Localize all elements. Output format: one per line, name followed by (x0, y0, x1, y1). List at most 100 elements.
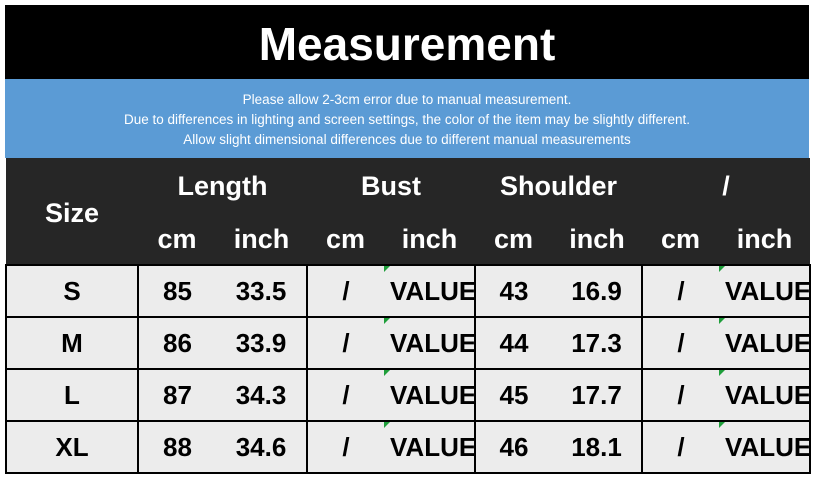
cell-x-in: VALUE (719, 368, 812, 422)
cell-bust-cm: / (306, 264, 385, 318)
cell-text: 45 (499, 379, 529, 410)
page-title: Measurement (5, 5, 809, 79)
cell-size: XL (5, 420, 139, 474)
cell-text: / (342, 379, 350, 410)
cell-text: S (63, 275, 81, 306)
cell-text: 18.1 (571, 431, 622, 462)
cell-shoulder-in: 18.1 (552, 420, 644, 474)
cell-bust-in: VALUE (384, 420, 477, 474)
cell-size: S (5, 264, 139, 318)
cell-size: L (5, 368, 139, 422)
header-inch: inch (384, 214, 476, 265)
cell-text: 88 (163, 431, 192, 462)
header-inch: inch (552, 214, 643, 265)
cell-shoulder-cm: 45 (474, 368, 553, 422)
cell-text: 87 (163, 379, 192, 410)
cell-text: 17.3 (571, 327, 622, 358)
cell-length-cm: 88 (137, 420, 216, 474)
table-row: L 87 34.3 / VALUE 45 17.7 / VALUE (5, 368, 812, 422)
table-row: XL 88 34.6 / VALUE 46 18.1 / VALUE (5, 420, 812, 474)
cell-text: / (677, 379, 685, 410)
header-shoulder: Shoulder (475, 158, 643, 214)
cell-text: L (64, 379, 80, 410)
cell-text: VALUE (390, 431, 476, 462)
comment-marker-icon (719, 319, 726, 324)
header-inch: inch (216, 214, 308, 265)
cell-text: M (61, 327, 83, 358)
comment-marker-icon (384, 319, 391, 324)
cell-text: 46 (499, 431, 529, 462)
cell-x-in: VALUE (719, 420, 812, 474)
cell-text: / (677, 431, 685, 462)
cell-text: 33.5 (235, 275, 287, 306)
notes-banner: Please allow 2-3cm error due to manual m… (5, 79, 809, 158)
cell-text: XL (55, 431, 89, 462)
cell-text: 43 (499, 275, 529, 306)
cell-length-in: 34.3 (216, 368, 309, 422)
cell-length-cm: 85 (137, 264, 216, 318)
header-cm: cm (307, 214, 385, 265)
comment-marker-icon (384, 267, 391, 272)
cell-bust-in: VALUE (384, 316, 477, 370)
cell-bust-in: VALUE (384, 264, 477, 318)
note-line: Due to differences in lighting and scree… (123, 112, 691, 127)
cell-text: / (677, 327, 685, 358)
note-line: Allow slight dimensional differences due… (183, 132, 631, 147)
cell-length-in: 34.6 (216, 420, 309, 474)
cell-size: M (5, 316, 139, 370)
cell-shoulder-in: 17.7 (552, 368, 644, 422)
table-row: M 86 33.9 / VALUE 44 17.3 / VALUE (5, 316, 812, 370)
header-bust: Bust (307, 158, 476, 214)
comment-marker-icon (719, 371, 726, 376)
cell-length-in: 33.5 (216, 264, 309, 318)
cell-shoulder-in: 16.9 (552, 264, 644, 318)
cell-text: VALUE (390, 275, 476, 306)
cell-bust-cm: / (306, 316, 385, 370)
header-cm: cm (642, 214, 720, 265)
cell-x-cm: / (641, 368, 720, 422)
comment-marker-icon (719, 423, 726, 428)
cell-text: VALUE (390, 327, 476, 358)
cell-text: 17.7 (571, 379, 622, 410)
cell-text: / (342, 431, 350, 462)
cell-text: VALUE (725, 379, 811, 410)
header-inch: inch (719, 214, 811, 265)
cell-text: 85 (163, 275, 192, 306)
header-cm: cm (475, 214, 553, 265)
cell-length-in: 33.9 (216, 316, 309, 370)
cell-x-cm: / (641, 420, 720, 474)
size-table: Size Length Bust Shoulder / cm inch cm i… (5, 158, 812, 474)
cell-length-cm: 87 (137, 368, 216, 422)
cell-bust-cm: / (306, 368, 385, 422)
cell-shoulder-in: 17.3 (552, 316, 644, 370)
cell-text: 33.9 (235, 327, 287, 358)
cell-bust-cm: / (306, 420, 385, 474)
cell-shoulder-cm: 43 (474, 264, 553, 318)
cell-text: VALUE (725, 431, 811, 462)
cell-x-in: VALUE (719, 316, 812, 370)
cell-text: VALUE (390, 379, 476, 410)
cell-length-cm: 86 (137, 316, 216, 370)
cell-text: 86 (163, 327, 192, 358)
note-line: Please allow 2-3cm error due to manual m… (242, 92, 572, 107)
cell-text: / (677, 275, 685, 306)
cell-bust-in: VALUE (384, 368, 477, 422)
cell-shoulder-cm: 44 (474, 316, 553, 370)
cell-text: / (342, 327, 350, 358)
cell-text: 34.6 (235, 431, 287, 462)
cell-text: VALUE (725, 327, 811, 358)
comment-marker-icon (384, 423, 391, 428)
comment-marker-icon (384, 371, 391, 376)
header-size: Size (6, 158, 138, 265)
cell-text: 34.3 (235, 379, 287, 410)
comment-marker-icon (719, 267, 726, 272)
cell-x-cm: / (641, 316, 720, 370)
table-row: S 85 33.5 / VALUE 43 16.9 / VALUE (5, 264, 812, 318)
header-cm: cm (138, 214, 216, 265)
cell-x-cm: / (641, 264, 720, 318)
cell-shoulder-cm: 46 (474, 420, 553, 474)
cell-x-in: VALUE (719, 264, 812, 318)
header-length: Length (138, 158, 308, 214)
cell-text: VALUE (725, 275, 811, 306)
cell-text: / (342, 275, 350, 306)
